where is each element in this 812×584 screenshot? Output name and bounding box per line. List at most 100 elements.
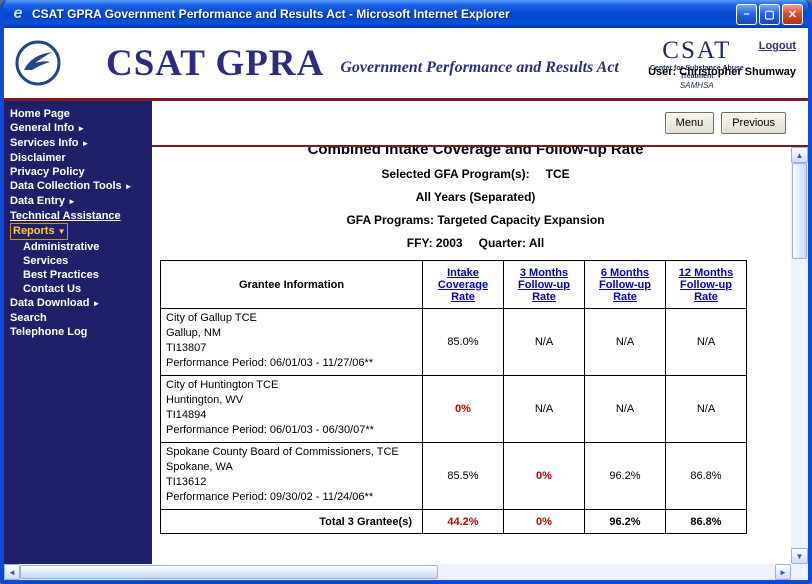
rate-value-cell: N/A — [503, 308, 585, 376]
sidebar-item-services-info[interactable]: Services Info ► — [10, 136, 152, 151]
column-header: 12 Months Follow-up Rate — [665, 260, 747, 309]
sidebar-item-reports[interactable]: Reports ▼ — [10, 223, 152, 240]
toolbar: Menu Previous — [152, 101, 808, 145]
rate-value-cell: N/A — [665, 308, 747, 376]
samhsa-label: SAMHSA — [679, 80, 714, 90]
grantee-row: City of Huntington TCE Huntington, WV TI14… — [160, 375, 747, 443]
rate-value-cell: N/A — [584, 308, 666, 376]
sidebar-item-best-practices[interactable]: Best Practices — [10, 268, 152, 282]
column-header-link[interactable]: 3 Months Follow-up Rate — [518, 266, 570, 303]
sidebar-item-label: Privacy Policy — [10, 166, 85, 178]
total-value-cell: 0% — [503, 509, 585, 534]
content-divider — [152, 145, 808, 147]
horizontal-scroll-thumb[interactable] — [20, 565, 439, 579]
csat-logo: CSAT Center for Substance Abuse Treatmen… — [643, 37, 751, 90]
hhs-logo-icon — [14, 39, 62, 87]
vertical-scroll-thumb[interactable] — [792, 163, 807, 259]
csat-logo-subtitle: Center for Substance Abuse Treatment — [649, 64, 744, 80]
chevron-right-icon: ► — [124, 182, 133, 191]
total-row: Total 3 Grantee(s) 44.2% 0% 96.2% 86.8% — [160, 509, 747, 534]
rate-value-cell: N/A — [665, 375, 747, 443]
column-header-link[interactable]: 6 Months Follow-up Rate — [599, 266, 651, 303]
grantee-info-cell: City of Huntington TCE Huntington, WV TI14… — [160, 375, 423, 443]
header-divider — [4, 98, 808, 101]
sidebar-item-label: Technical Assistance — [10, 210, 121, 222]
selected-program-label: Selected GFA Program(s): — [381, 167, 530, 181]
vertical-scroll-track[interactable] — [791, 259, 808, 548]
scroll-down-button[interactable]: ▼ — [791, 548, 808, 564]
horizontal-scroll-track[interactable] — [438, 564, 775, 580]
maximize-button[interactable]: ▢ — [759, 3, 780, 25]
rate-value-cell: N/A — [503, 375, 585, 443]
sidebar-item-contact-us[interactable]: Contact Us — [10, 282, 152, 296]
main-area: Menu Previous Combined Intake Coverage a… — [152, 101, 808, 564]
chevron-right-icon: ► — [92, 299, 101, 308]
close-button[interactable]: ✕ — [782, 3, 803, 25]
minimize-button[interactable]: – — [736, 3, 757, 25]
scrollbar-corner — [791, 564, 808, 580]
titlebar[interactable]: e CSAT GPRA Government Performance and R… — [4, 0, 808, 28]
sidebar-item-privacy-policy[interactable]: Privacy Policy — [10, 165, 152, 179]
scroll-up-button[interactable]: ▲ — [791, 147, 808, 163]
column-header: 6 Months Follow-up Rate — [584, 260, 666, 309]
sidebar-item-label: Search — [10, 312, 47, 324]
sidebar-item-data-download[interactable]: Data Download ► — [10, 296, 152, 311]
rate-value-cell: 0% — [422, 375, 504, 443]
sidebar-item-label: Services — [23, 255, 69, 267]
column-header: 3 Months Follow-up Rate — [503, 260, 585, 309]
grantee-row: Spokane County Board of Commissioners, T… — [160, 442, 747, 510]
quarter-label: Quarter: All — [478, 236, 545, 250]
report-content: Combined Intake Coverage and Follow-up R… — [152, 147, 791, 564]
sidebar-item-technical-assistance[interactable]: Technical Assistance — [10, 209, 152, 223]
rate-value-cell: 96.2% — [584, 442, 666, 510]
chevron-right-icon: ► — [77, 124, 86, 133]
report-programs: GFA Programs: Targeted Capacity Expansio… — [346, 213, 605, 227]
rate-value-cell: 0% — [503, 442, 585, 510]
grantee-info-cell: City of Gallup TCE Gallup, NM TI13807 Perfo… — [160, 308, 423, 376]
total-label-cell: Total 3 Grantee(s) — [160, 509, 423, 534]
sidebar-item-label: Contact Us — [23, 283, 82, 295]
rate-value-cell: 86.8% — [665, 442, 747, 510]
sidebar-item-label: Disclaimer — [10, 152, 66, 164]
sidebar-item-label: Data Download — [10, 297, 90, 309]
report-selected-program: Selected GFA Program(s): TCE — [160, 167, 791, 181]
sidebar-item-administrative[interactable]: Administrative — [10, 240, 152, 254]
ffy-label: FFY: 2003 — [406, 236, 463, 250]
report-table: Grantee Information Intake Coverage Rate 3… — [160, 260, 747, 534]
sidebar-item-label: Home Page — [10, 108, 70, 120]
sidebar-item-label: Data Entry — [10, 195, 66, 207]
horizontal-scrollbar: ◄ ► — [4, 564, 808, 580]
column-header-link[interactable]: Intake Coverage Rate — [437, 266, 489, 303]
sidebar-item-services[interactable]: Services — [10, 254, 152, 268]
sidebar-item-search[interactable]: Search — [10, 311, 152, 325]
selected-program-value: TCE — [545, 167, 570, 181]
column-header: Intake Coverage Rate — [422, 260, 504, 309]
user-name: User: Christopher Shumway — [648, 66, 796, 78]
sidebar-item-telephone-log[interactable]: Telephone Log — [10, 325, 152, 339]
sidebar-item-home-page[interactable]: Home Page — [10, 107, 152, 121]
column-header-link[interactable]: 12 Months Follow-up Rate — [678, 266, 734, 303]
report-ffy-quarter: FFY: 2003 Quarter: All — [160, 236, 791, 250]
rate-value-cell: 85.0% — [422, 308, 504, 376]
previous-button[interactable]: Previous — [721, 112, 786, 134]
user-area: Logout User: Christopher Shumway — [648, 36, 796, 78]
sidebar-item-label: Reports — [13, 225, 55, 237]
total-value-cell: 96.2% — [584, 509, 666, 534]
sidebar-item-label: Services Info — [10, 137, 79, 149]
sidebar-item-data-collection-tools[interactable]: Data Collection Tools ► — [10, 179, 152, 194]
menu-button[interactable]: Menu — [664, 112, 715, 134]
scroll-left-button[interactable]: ◄ — [4, 564, 20, 580]
logout-link[interactable]: Logout — [758, 40, 796, 52]
chevron-right-icon: ► — [68, 197, 76, 206]
chevron-down-icon: ▼ — [57, 227, 66, 236]
sidebar-nav: Home Page General Info ► Services Info ► Disc… — [4, 101, 152, 564]
sidebar-item-label: Data Collection Tools — [10, 180, 122, 192]
sidebar-item-disclaimer[interactable]: Disclaimer — [10, 151, 152, 165]
site-header: CSAT GPRA Government Performance and Res… — [4, 28, 808, 98]
sidebar-item-general-info[interactable]: General Info ► — [10, 121, 152, 136]
vertical-scrollbar: ▲ ▼ — [791, 147, 808, 564]
sidebar-item-data-entry[interactable]: Data Entry ► — [10, 194, 152, 209]
scroll-right-button[interactable]: ► — [775, 564, 791, 580]
internet-explorer-icon[interactable]: e — [13, 5, 23, 22]
